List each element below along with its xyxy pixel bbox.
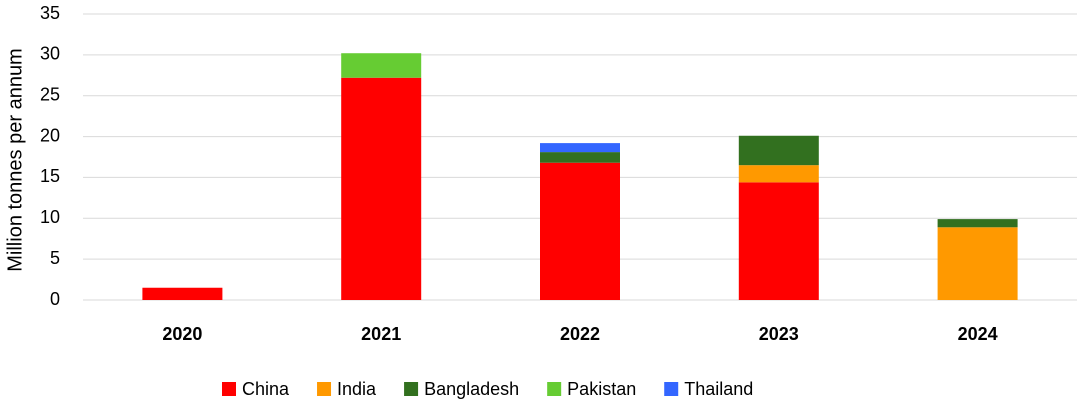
bar-segment bbox=[937, 227, 1018, 300]
legend-swatch bbox=[317, 382, 332, 396]
bar-segment bbox=[738, 135, 819, 166]
y-axis-label: Million tonnes per annum bbox=[4, 48, 26, 271]
bar-segment bbox=[341, 53, 422, 78]
bar-segment bbox=[540, 143, 620, 153]
y-tick-label: 35 bbox=[40, 3, 60, 23]
legend-swatch bbox=[664, 382, 679, 396]
y-tick-label: 30 bbox=[40, 44, 60, 64]
y-tick-label: 20 bbox=[40, 125, 60, 145]
legend-label: China bbox=[242, 379, 290, 399]
y-tick-label: 25 bbox=[40, 84, 60, 104]
legend-swatch bbox=[547, 382, 562, 396]
bar-segment bbox=[540, 152, 620, 163]
y-tick-label: 0 bbox=[50, 289, 60, 309]
x-tick-label: 2021 bbox=[361, 324, 401, 344]
legend-label: Pakistan bbox=[567, 379, 636, 399]
bar-segment bbox=[738, 165, 819, 183]
y-tick-label: 15 bbox=[40, 166, 60, 186]
bar-segment bbox=[540, 162, 620, 300]
x-tick-label: 2024 bbox=[958, 324, 998, 344]
bar-segment bbox=[142, 287, 223, 300]
x-tick-label: 2020 bbox=[162, 324, 202, 344]
legend-label: Bangladesh bbox=[424, 379, 519, 399]
legend-swatch bbox=[222, 382, 236, 396]
y-tick-label: 5 bbox=[50, 248, 60, 268]
x-tick-label: 2022 bbox=[560, 324, 600, 344]
legend-label: India bbox=[337, 379, 377, 399]
legend-label: Thailand bbox=[684, 379, 753, 399]
y-tick-label: 10 bbox=[40, 207, 60, 227]
bar-segment bbox=[937, 219, 1018, 228]
legend-swatch bbox=[404, 382, 419, 396]
bar-segment bbox=[341, 77, 422, 300]
x-tick-label: 2023 bbox=[759, 324, 799, 344]
bar-segment bbox=[738, 182, 819, 300]
